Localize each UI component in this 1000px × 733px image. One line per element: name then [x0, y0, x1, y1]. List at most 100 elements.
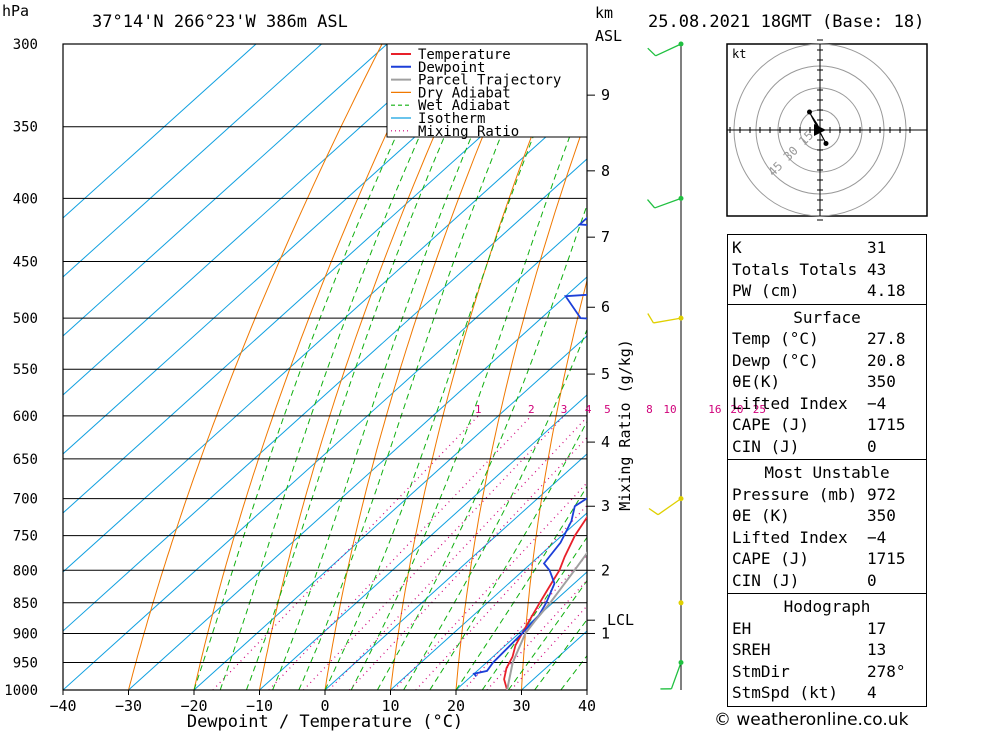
stat-value: 31 [867, 238, 887, 257]
stat-label: Dewp (°C) [732, 350, 819, 370]
isotherm-line [324, 453, 587, 690]
hpa-unit-label: hPa [2, 2, 29, 20]
mixing-ratio-label: 20 [730, 403, 743, 416]
km-tick-label: 9 [601, 86, 610, 104]
temp-tick-label: 40 [578, 697, 596, 715]
lcl-label: LCL [607, 611, 634, 629]
stat-row: Lifted Index −4 [732, 393, 922, 415]
copyright-text: © weatheronline.co.uk [714, 710, 909, 730]
isotherm-line [63, 99, 587, 573]
wet-adiabat-line [534, 618, 587, 690]
stat-value: 1715 [867, 549, 906, 568]
mixing-ratio-line [268, 415, 532, 690]
wet-adiabat-line [298, 44, 540, 690]
mixing-ratio-label: 2 [528, 403, 535, 416]
stat-value: 17 [867, 618, 887, 638]
stat-row: Totals Totals 43 [732, 259, 922, 281]
isotherm-line [63, 44, 584, 514]
pressure-tick-label: 550 [13, 362, 38, 378]
wind-barb-flag [647, 313, 654, 324]
stat-label: CIN (J) [732, 436, 800, 456]
dry-adiabat-line [324, 44, 522, 690]
stat-label: θE (K) [732, 506, 790, 525]
mixing-ratio-line [486, 579, 587, 690]
stat-value: 972 [867, 484, 896, 504]
hodograph-point [823, 141, 829, 146]
temp-tick-label: 10 [381, 697, 399, 715]
stat-value: 43 [867, 259, 887, 279]
stat-label: Pressure (mb) [732, 484, 858, 504]
indices-box: K 31 Totals Totals 43 PW (cm) 4.18 [727, 234, 927, 305]
most-unstable-box: Most Unstable Pressure (mb) 972 θE (K) 350 L… [727, 460, 927, 594]
temp-tick-label: 30 [512, 697, 530, 715]
wet-adiabat-line [272, 44, 512, 690]
stat-value: 1715 [867, 415, 906, 434]
stat-row: K 31 [732, 237, 922, 259]
pressure-tick-label: 750 [13, 529, 38, 545]
series-temperature-line [503, 515, 587, 690]
stat-label: Lifted Index [732, 527, 848, 547]
stat-value: 350 [867, 372, 896, 391]
wind-barb-shaft [654, 197, 682, 209]
temp-tick-label: −30 [115, 697, 142, 715]
temp-tick-label: −20 [180, 697, 207, 715]
stat-row: Pressure (mb) 972 [732, 484, 922, 506]
isotherm-line [63, 44, 322, 278]
legend-label: Mixing Ratio [418, 124, 519, 140]
mixing-ratio-line [328, 416, 587, 690]
stat-row: CIN (J) 0 [732, 570, 922, 592]
mixing-ratio-label: 10 [663, 403, 676, 416]
km-unit-label: km [595, 4, 613, 22]
stat-label: CIN (J) [732, 570, 800, 590]
isotherm-line [455, 571, 587, 690]
mixing-ratio-line [463, 554, 587, 690]
stat-value: 350 [867, 506, 896, 525]
mixing-ratio-label: 4 [585, 403, 592, 416]
mixing-ratio-label: 5 [604, 403, 611, 416]
stat-row: θE (K) 350 [732, 505, 922, 527]
stat-row: StmDir 278° [732, 661, 922, 683]
plot-frame [62, 43, 588, 691]
stat-row: CAPE (J) 1715 [732, 414, 922, 436]
stat-label: PW (cm) [732, 281, 800, 300]
wind-barb-shaft [653, 317, 682, 324]
wind-barb-flag [647, 47, 657, 57]
isotherm-line [63, 44, 519, 455]
wet-adiabat-line [245, 44, 486, 690]
wind-station-dot [678, 600, 684, 606]
legend-label: Dewpoint [418, 60, 485, 76]
mixing-ratio-label: 25 [753, 403, 766, 416]
stat-value: 0 [867, 570, 877, 590]
stat-label: StmSpd (kt) [732, 683, 838, 702]
legend-label: Dry Adiabat [418, 85, 511, 101]
stat-value: −4 [867, 527, 887, 547]
stat-label: θE(K) [732, 372, 781, 391]
stat-label: Temp (°C) [732, 329, 819, 348]
isotherm-line [128, 276, 587, 690]
pressure-tick-label: 650 [13, 452, 38, 468]
isotherm-line [259, 394, 587, 690]
pressure-tick-label: 450 [13, 255, 38, 271]
stat-value: 4.18 [867, 281, 906, 300]
mixing-ratio-label: 8 [646, 403, 653, 416]
isotherm-line [63, 44, 257, 219]
wind-barb-shaft [670, 662, 682, 690]
stat-value: 278° [867, 661, 906, 681]
dry-adiabat-line [521, 278, 587, 690]
wet-adiabat-line [219, 44, 462, 690]
stat-row: StmSpd (kt) 4 [732, 682, 922, 704]
isotherm-line [63, 44, 388, 337]
wet-adiabat-line [350, 88, 587, 690]
stat-value: 4 [867, 683, 877, 702]
km-tick-label: 2 [601, 561, 610, 579]
stat-label: StmDir [732, 661, 790, 681]
asl-unit-label: ASL [595, 27, 622, 45]
hodograph-point [807, 109, 812, 115]
mixing-ratio-axis-label: Mixing Ratio (g/kg) [616, 339, 634, 511]
temp-tick-label: 0 [320, 697, 329, 715]
stat-row: PW (cm) 4.18 [732, 280, 922, 302]
wind-barb-flag [647, 199, 656, 209]
km-tick-label: 8 [601, 162, 610, 180]
isotherm-line [390, 512, 587, 690]
storm-motion-marker [814, 124, 826, 136]
